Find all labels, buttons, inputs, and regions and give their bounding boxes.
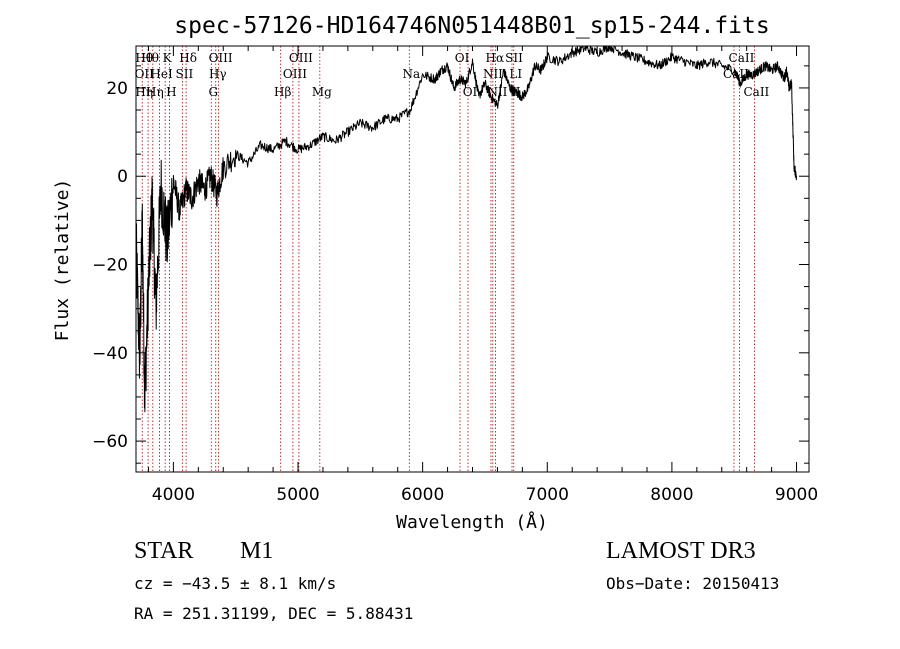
y-tick-label-2: −20 xyxy=(92,256,128,276)
line-label-17-bot: OI xyxy=(463,85,478,99)
x-tick-label-4: 8000 xyxy=(650,485,693,505)
line-label-1-top: Hθ xyxy=(141,51,159,65)
line-label-24-top: CaII xyxy=(729,51,755,65)
line-label-12-mid: OIII xyxy=(283,67,307,81)
x-tick-label-1: 5000 xyxy=(276,485,319,505)
spectral-line-labels: HθOIIHηHθHηHeIKHSIIHδGHγOIIIHβOIIIOIIIMg… xyxy=(135,51,770,99)
x-tick-label-3: 7000 xyxy=(526,485,569,505)
line-label-10-top: OIII xyxy=(209,51,233,65)
line-label-11-bot: Hβ xyxy=(274,85,291,99)
object-class: STAR xyxy=(134,538,194,564)
y-tick-label-4: 20 xyxy=(106,79,128,99)
chart-title: spec-57126-HD164746N051448B01_sp15-244.f… xyxy=(174,13,769,39)
line-label-22-mid: LI xyxy=(509,67,522,81)
flux-series xyxy=(135,45,797,413)
y-tick-label-0: −60 xyxy=(92,432,128,452)
line-label-8-bot: G xyxy=(208,85,218,99)
line-label-25-bot: CaII xyxy=(743,85,769,99)
x-axis-label: Wavelength (Å) xyxy=(396,511,548,533)
line-label-14-bot: Mg xyxy=(312,85,332,99)
line-label-21-top: SII xyxy=(505,51,523,65)
spectral-line-markers xyxy=(141,46,755,472)
line-label-15-mid: Na xyxy=(402,67,420,81)
line-label-0-top: Hθ xyxy=(135,51,153,65)
line-label-7-top: Hδ xyxy=(179,51,197,65)
line-label-6-mid: SII xyxy=(176,67,194,81)
obs-date: Obs−Date: 20150413 xyxy=(606,574,780,593)
line-label-4-top: K xyxy=(163,51,173,65)
line-label-16-top: OI xyxy=(455,51,470,65)
object-subclass: M1 xyxy=(240,538,274,564)
line-label-13-top: OIII xyxy=(289,51,313,65)
line-label-19-top: Hα xyxy=(486,51,505,65)
x-axis: 4000 5000 6000 7000 8000 9000 xyxy=(147,46,818,505)
line-label-0-mid: OII xyxy=(135,67,155,81)
x-tick-label-2: 6000 xyxy=(401,485,444,505)
line-label-2-bot: Hη xyxy=(146,85,164,99)
line-label-18-mid: NII xyxy=(483,67,503,81)
line-label-5-bot: H xyxy=(166,85,176,99)
x-tick-label-5: 9000 xyxy=(775,485,818,505)
plot-frame xyxy=(135,45,810,473)
line-label-9-mid: Hγ xyxy=(209,67,227,81)
y-tick-label-3: 0 xyxy=(117,167,128,187)
y-tick-label-1: −40 xyxy=(92,344,128,364)
series-line-0 xyxy=(135,45,797,413)
y-axis: −60 −40 −20 0 20 xyxy=(92,65,809,464)
y-axis-label: Flux (relative) xyxy=(52,179,73,342)
line-label-0-bot: Hη xyxy=(135,85,153,99)
coordinates: RA = 251.31199, DEC = 5.88431 xyxy=(134,604,414,623)
line-label-3-mid: HeI xyxy=(150,67,173,81)
x-tick-label-0: 4000 xyxy=(152,485,195,505)
redshift-text: cz = −43.5 ± 8.1 km/s xyxy=(134,574,337,593)
survey-name: LAMOST DR3 xyxy=(606,538,756,564)
